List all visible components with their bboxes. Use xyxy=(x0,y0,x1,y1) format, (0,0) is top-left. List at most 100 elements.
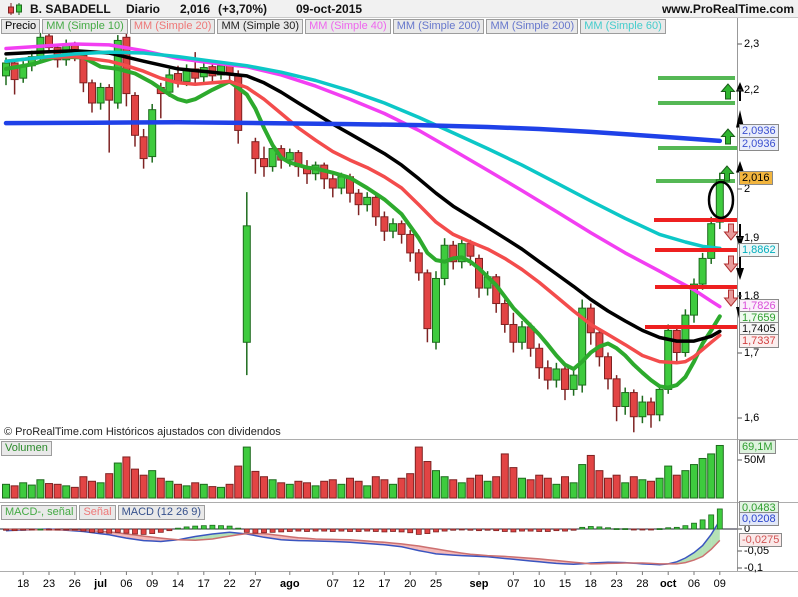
volume-bar xyxy=(320,480,329,499)
volume-bar xyxy=(217,486,225,499)
up-arrow-annotation[interactable] xyxy=(736,82,744,101)
macd-legend-chip[interactable]: MACD-, señal xyxy=(1,505,78,520)
volume-bar xyxy=(543,477,552,499)
macd-histogram-bar xyxy=(183,526,190,530)
date-label: 06 xyxy=(120,578,133,590)
volume-bar xyxy=(457,482,466,499)
candle xyxy=(397,223,406,235)
legend-chip[interactable]: MM (Simple 10) xyxy=(42,19,128,34)
volume-bar xyxy=(414,446,423,499)
date-label: 22 xyxy=(223,578,236,590)
volume-bar xyxy=(655,477,664,499)
macd-histogram-bar xyxy=(338,528,345,532)
circle-annotation[interactable] xyxy=(707,180,735,220)
macd-histogram-bar xyxy=(381,528,388,533)
legend-chip[interactable]: MM (Simple 200) xyxy=(392,19,485,34)
candle xyxy=(543,367,552,381)
candle xyxy=(113,39,122,104)
signal-line xyxy=(5,528,721,565)
volume-bar xyxy=(647,480,655,499)
date-label: 18 xyxy=(17,578,30,590)
volume-bar xyxy=(242,446,251,499)
date-label: sep xyxy=(469,578,489,590)
macd-histogram-bar xyxy=(114,528,121,533)
volume-bar xyxy=(440,476,449,499)
legend-chip[interactable]: MM (Simple 30) xyxy=(217,19,304,34)
volume-bar xyxy=(492,476,501,499)
volume-bar xyxy=(509,467,518,499)
down-arrow-annotation[interactable] xyxy=(723,289,739,307)
current-value-badge: 0,0208 xyxy=(739,512,779,526)
date-label: 25 xyxy=(429,578,443,590)
volume-bar xyxy=(354,480,363,499)
candle xyxy=(285,152,294,161)
down-arrow-annotation[interactable] xyxy=(736,224,744,248)
legend-chip[interactable]: MM (Simple 60) xyxy=(580,19,666,34)
macd-histogram-bar xyxy=(200,525,207,530)
volume-bar xyxy=(672,474,681,499)
candle xyxy=(251,141,260,160)
macd-legend-chip[interactable]: Señal xyxy=(79,505,116,520)
macd-histogram-bar xyxy=(3,528,9,531)
candle xyxy=(647,401,655,416)
legend-chip[interactable]: MM (Simple 20) xyxy=(129,19,216,34)
date-label: 06 xyxy=(687,578,701,590)
up-arrow-annotation[interactable] xyxy=(720,83,736,100)
down-arrow-annotation[interactable] xyxy=(736,256,744,280)
moving-average-line xyxy=(4,48,722,343)
axis-value: 2 xyxy=(744,183,751,195)
macd-histogram-bar xyxy=(458,528,465,531)
candle xyxy=(165,74,174,93)
candle xyxy=(698,257,707,285)
volume-bar xyxy=(612,474,621,499)
legend-chip[interactable]: MM (Simple 200) xyxy=(486,19,579,34)
timeframe-label: Diario xyxy=(126,2,161,16)
macd-histogram-bar xyxy=(312,528,319,532)
macd-histogram-bar xyxy=(450,528,457,531)
candle xyxy=(389,223,397,232)
macd-histogram-bar xyxy=(11,528,18,532)
volume-bar xyxy=(363,485,372,499)
volume-indicator-chip[interactable]: Volumen xyxy=(1,441,52,456)
volume-bar xyxy=(397,477,406,499)
candle xyxy=(242,225,251,343)
macd-legend-chip[interactable]: MACD (12 26 9) xyxy=(117,505,206,520)
date-label: 23 xyxy=(42,578,56,590)
candle xyxy=(432,277,440,343)
current-value-badge: 1,7659 xyxy=(739,311,779,325)
legend-chip[interactable]: MM (Simple 40) xyxy=(305,19,391,34)
candle xyxy=(371,196,380,218)
macd-histogram-bar xyxy=(605,527,611,530)
candle xyxy=(96,86,105,104)
volume-bar xyxy=(466,477,475,499)
candle xyxy=(500,303,509,325)
macd-histogram-bar xyxy=(467,528,474,531)
macd-legend-row: MACD-, señal Señal MACD (12 26 9) xyxy=(1,505,206,520)
legend-chip[interactable]: Precio xyxy=(1,19,41,34)
volume-bar xyxy=(156,477,165,499)
volume-bar xyxy=(70,486,79,499)
volume-bar xyxy=(225,483,234,499)
indicator-legend-row: Precio MM (Simple 10) MM (Simple 20) MM (Si… xyxy=(1,19,666,34)
up-arrow-annotation[interactable] xyxy=(720,128,736,145)
volume-bar xyxy=(380,479,389,499)
macd-histogram-bar xyxy=(716,508,723,530)
up-arrow-annotation[interactable] xyxy=(719,165,735,182)
down-arrow-annotation[interactable] xyxy=(723,223,739,241)
volume-bar xyxy=(552,483,561,499)
date-label: jul xyxy=(94,578,108,590)
macd-histogram-bar xyxy=(708,514,715,530)
macd-histogram-bar xyxy=(519,528,525,532)
volume-bar xyxy=(595,470,604,499)
volume-bar xyxy=(174,483,182,499)
volume-bar xyxy=(483,480,492,499)
volume-bar xyxy=(715,444,724,499)
candle xyxy=(466,243,475,257)
current-value-badge: 2,0936 xyxy=(739,124,779,138)
candle xyxy=(535,347,544,369)
date-label: 23 xyxy=(610,578,623,590)
macd-histogram-bar xyxy=(20,528,27,531)
down-arrow-annotation[interactable] xyxy=(723,255,739,273)
